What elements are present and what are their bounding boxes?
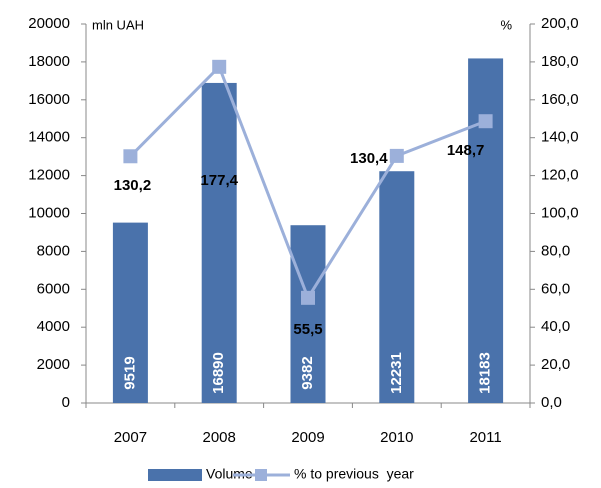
legend-label: % to previous year bbox=[294, 466, 414, 482]
bar-value-label: 12231 bbox=[388, 352, 405, 394]
legend-swatch bbox=[148, 469, 202, 481]
y-tick-label: 4000 bbox=[37, 318, 70, 335]
line-marker bbox=[389, 148, 404, 163]
y2-tick-label: 0,0 bbox=[541, 394, 562, 411]
y2-axis-label: % bbox=[500, 17, 512, 32]
bar-value-label: 18183 bbox=[477, 352, 494, 394]
y-tick-label: 14000 bbox=[28, 129, 70, 146]
y2-tick-label: 120,0 bbox=[541, 167, 579, 184]
line-marker bbox=[123, 149, 138, 164]
legend-marker bbox=[255, 469, 267, 481]
y2-tick-label: 60,0 bbox=[541, 280, 570, 297]
x-tick-label: 2009 bbox=[291, 429, 324, 446]
y2-tick-label: 100,0 bbox=[541, 204, 579, 221]
x-tick-label: 2007 bbox=[114, 429, 147, 446]
y-tick-label: 2000 bbox=[37, 356, 70, 373]
x-tick-label: 2011 bbox=[469, 429, 501, 446]
bar-value-label: 16890 bbox=[210, 352, 227, 394]
y-axis-label: mln UAH bbox=[92, 17, 144, 32]
y-tick-label: 12000 bbox=[28, 167, 70, 184]
y-tick-label: 10000 bbox=[28, 204, 70, 221]
bar bbox=[201, 82, 237, 403]
line-marker bbox=[301, 290, 315, 305]
y2-tick-label: 160,0 bbox=[541, 91, 579, 108]
y-tick-label: 0 bbox=[62, 394, 70, 411]
line-value-label: 130,2 bbox=[114, 177, 152, 194]
y-tick-label: 18000 bbox=[28, 53, 70, 70]
line-value-label: 55,5 bbox=[293, 321, 322, 338]
line-value-label: 148,7 bbox=[447, 142, 485, 159]
x-tick-label: 2010 bbox=[380, 429, 413, 446]
bar bbox=[112, 222, 148, 403]
y2-tick-label: 20,0 bbox=[541, 356, 570, 373]
y2-tick-label: 180,0 bbox=[541, 53, 579, 70]
bar bbox=[379, 171, 415, 403]
y2-tick-label: 140,0 bbox=[541, 129, 579, 146]
line-value-label: 130,4 bbox=[350, 150, 388, 167]
y-tick-label: 16000 bbox=[28, 91, 70, 108]
x-tick-label: 2008 bbox=[203, 429, 236, 446]
y-tick-label: 20000 bbox=[28, 15, 70, 32]
legend-label: Volume bbox=[206, 466, 253, 482]
y2-tick-label: 40,0 bbox=[541, 318, 570, 335]
y-tick-label: 6000 bbox=[37, 280, 70, 297]
bar-value-label: 9519 bbox=[121, 356, 138, 389]
y2-tick-label: 80,0 bbox=[541, 242, 570, 259]
bar bbox=[290, 225, 326, 403]
y2-tick-label: 200,0 bbox=[541, 15, 579, 32]
bar bbox=[468, 58, 504, 403]
line-marker bbox=[212, 59, 227, 74]
line-marker bbox=[478, 114, 493, 129]
line-value-label: 177,4 bbox=[200, 172, 238, 189]
y-tick-label: 8000 bbox=[37, 242, 70, 259]
bar-value-label: 9382 bbox=[299, 356, 316, 389]
